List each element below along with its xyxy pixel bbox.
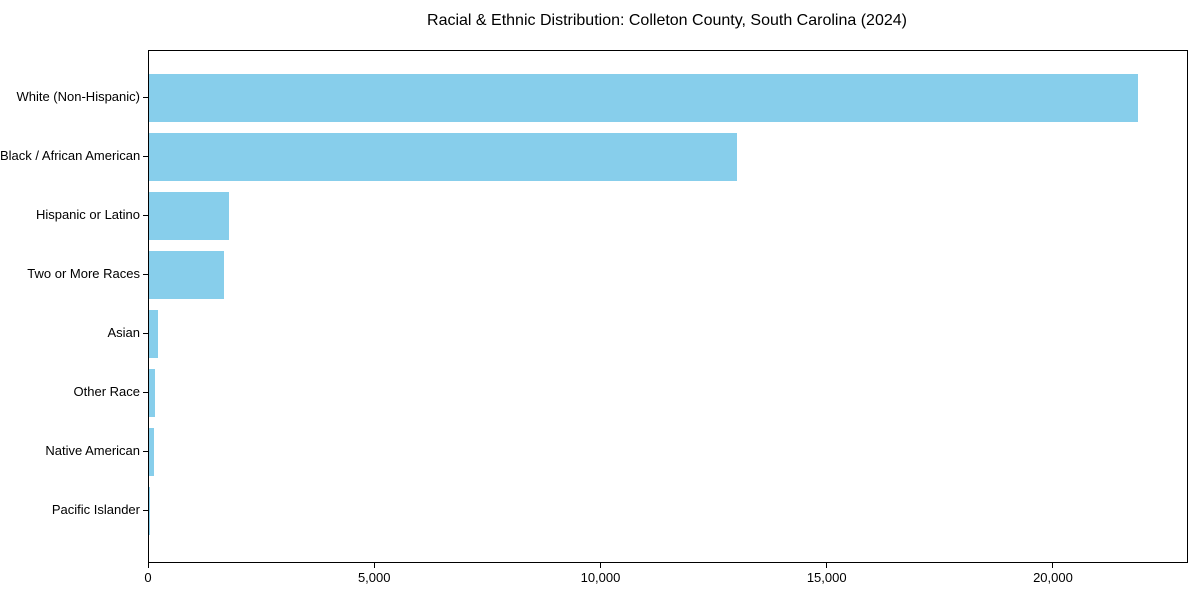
x-tick-mark [373,563,375,568]
category-label: Hispanic or Latino [35,207,140,222]
y-tick-mark [143,332,148,334]
x-tick-label: 15,000 [806,570,847,585]
bar [149,133,738,181]
x-tick-mark [147,563,149,568]
bar [149,369,155,417]
bar [149,192,229,240]
y-tick-mark [143,391,148,393]
bar [149,428,154,476]
bar [149,310,158,358]
y-tick-mark [143,214,148,216]
x-tick-label: 5,000 [357,570,391,585]
bar [149,74,1138,122]
category-label: Asian [107,325,140,340]
y-tick-mark [143,509,148,511]
category-label: Black / African American [0,148,141,163]
x-tick-mark [826,563,828,568]
plot-area [148,50,1188,563]
category-label: Native American [45,443,140,458]
x-tick-label: 20,000 [1033,570,1073,585]
category-label: Two or More Races [27,266,140,281]
y-tick-mark [143,273,148,275]
y-tick-mark [143,450,148,452]
x-tick-mark [1052,563,1054,568]
category-label: White (Non-Hispanic) [16,89,140,104]
y-tick-mark [143,96,148,98]
chart-title: Racial & Ethnic Distribution: Colleton C… [427,12,907,29]
x-tick-label: 10,000 [580,570,621,585]
bar [149,251,224,299]
bar [149,487,150,535]
x-tick-label: 0 [144,570,152,585]
y-tick-mark [143,155,148,157]
category-label: Other Race [73,384,140,399]
category-label: Pacific Islander [51,502,140,517]
x-tick-mark [599,563,601,568]
